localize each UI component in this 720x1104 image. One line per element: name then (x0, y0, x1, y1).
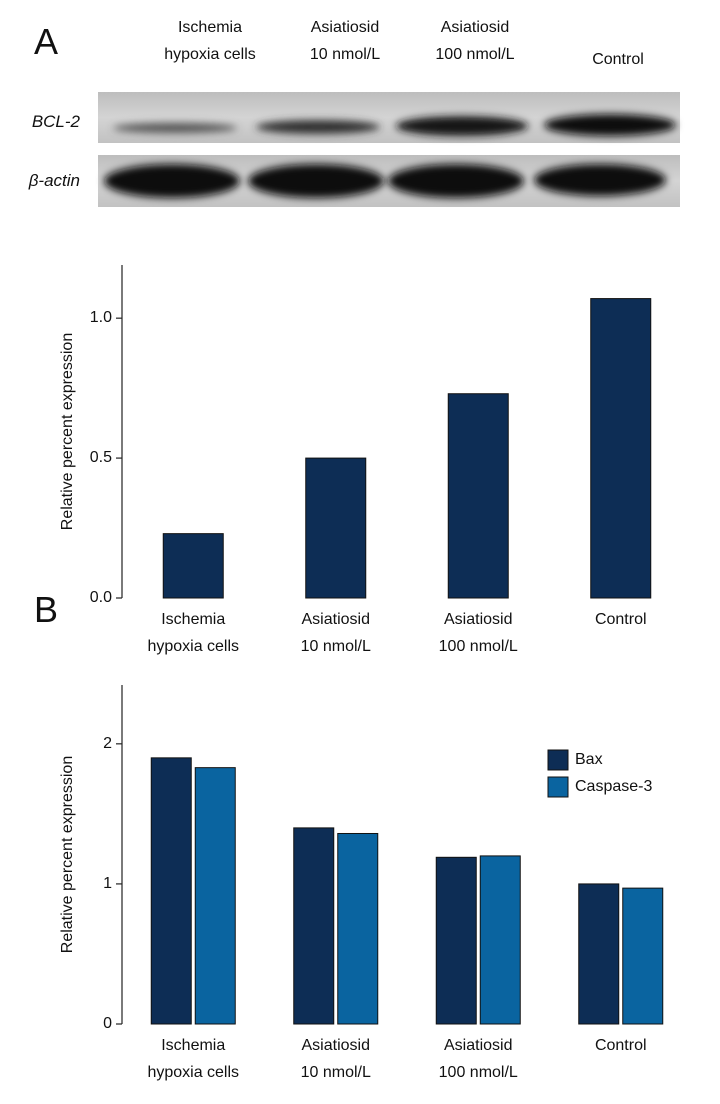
bar (305, 457, 367, 599)
bar (578, 883, 620, 1025)
y-tick-label: 1 (103, 875, 112, 892)
bar (293, 827, 335, 1025)
x-tick-label: Asiatiosid 10 nmol/L (301, 1037, 371, 1081)
bar (337, 832, 379, 1025)
x-tick-label: Asiatiosid 100 nmol/L (439, 1037, 518, 1081)
x-tick-label: Ischemia hypoxia cells (147, 611, 239, 655)
lane-label: Asiatiosid 100 nmol/L (435, 19, 514, 63)
lane-label: Control (592, 51, 644, 68)
bar (447, 393, 509, 599)
y-axis-label: Relative percent expression (59, 333, 76, 530)
bar (162, 533, 224, 599)
bar (479, 855, 521, 1025)
x-tick-label: Control (595, 1037, 647, 1054)
blot-row-label: BCL-2 (32, 112, 81, 131)
bar (622, 887, 664, 1025)
blot-row-label: β-actin (28, 171, 80, 190)
x-tick-label: Ischemia hypoxia cells (147, 1037, 239, 1081)
blot-image (98, 92, 680, 207)
lane-label: Asiatiosid 10 nmol/L (310, 19, 380, 63)
y-tick-label: 2 (103, 735, 112, 752)
legend-swatch (547, 776, 569, 798)
panel-label: B (34, 589, 58, 630)
legend-swatch (547, 749, 569, 771)
legend-label: Caspase-3 (575, 778, 652, 795)
bar (435, 856, 477, 1025)
y-axis-label: Relative percent expression (59, 756, 76, 953)
x-tick-label: Asiatiosid 10 nmol/L (301, 611, 371, 655)
panel-label: A (34, 21, 58, 62)
bar (150, 757, 192, 1025)
x-tick-label: Control (595, 611, 647, 628)
bar (194, 767, 236, 1025)
y-tick-label: 0.0 (90, 589, 112, 606)
bar (590, 298, 652, 599)
legend-label: Bax (575, 751, 603, 768)
lane-label: Ischemia hypoxia cells (164, 19, 256, 63)
x-tick-label: Asiatiosid 100 nmol/L (439, 611, 518, 655)
y-tick-label: 0.5 (90, 449, 112, 466)
y-tick-label: 1.0 (90, 309, 112, 326)
y-tick-label: 0 (103, 1015, 112, 1032)
